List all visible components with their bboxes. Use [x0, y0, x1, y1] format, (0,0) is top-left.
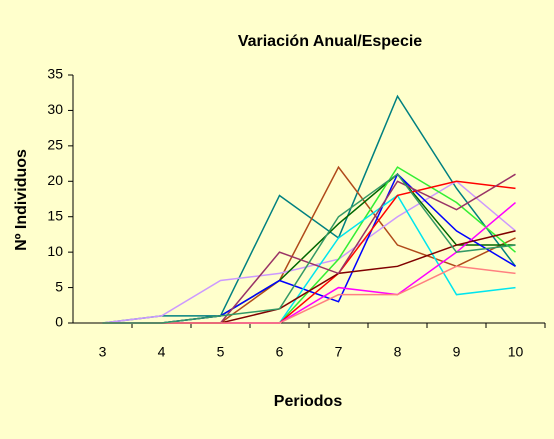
- series-line: [102, 173, 516, 324]
- x-tick-label: 6: [276, 344, 284, 360]
- x-axis-label: Periodos: [274, 393, 343, 410]
- x-tick-label: 5: [217, 344, 225, 360]
- y-tick-label: 25: [47, 137, 63, 153]
- y-tick-label: 10: [47, 243, 63, 259]
- series-line: [102, 265, 516, 324]
- series-line: [102, 94, 517, 324]
- y-tick-label: 5: [55, 278, 63, 294]
- x-tick-label: 8: [394, 344, 402, 360]
- x-tick-label: 10: [508, 344, 524, 360]
- x-tick-label: 3: [99, 344, 107, 360]
- chart-title: Variación Anual/Especie: [238, 33, 422, 50]
- y-tick-label: 0: [55, 314, 63, 330]
- y-axis-label: Nº Individuos: [13, 149, 30, 251]
- series-line: [102, 194, 516, 324]
- y-tick-label: 15: [47, 207, 63, 223]
- series-line: [102, 165, 516, 324]
- y-tick-label: 30: [47, 101, 63, 117]
- x-tick-label: 4: [158, 344, 166, 360]
- series-line: [102, 166, 516, 324]
- series-line: [102, 180, 516, 324]
- x-tick-label: 9: [453, 344, 461, 360]
- x-tick-label: 7: [335, 344, 343, 360]
- y-tick-label: 20: [47, 172, 63, 188]
- y-tick-label: 35: [47, 66, 63, 82]
